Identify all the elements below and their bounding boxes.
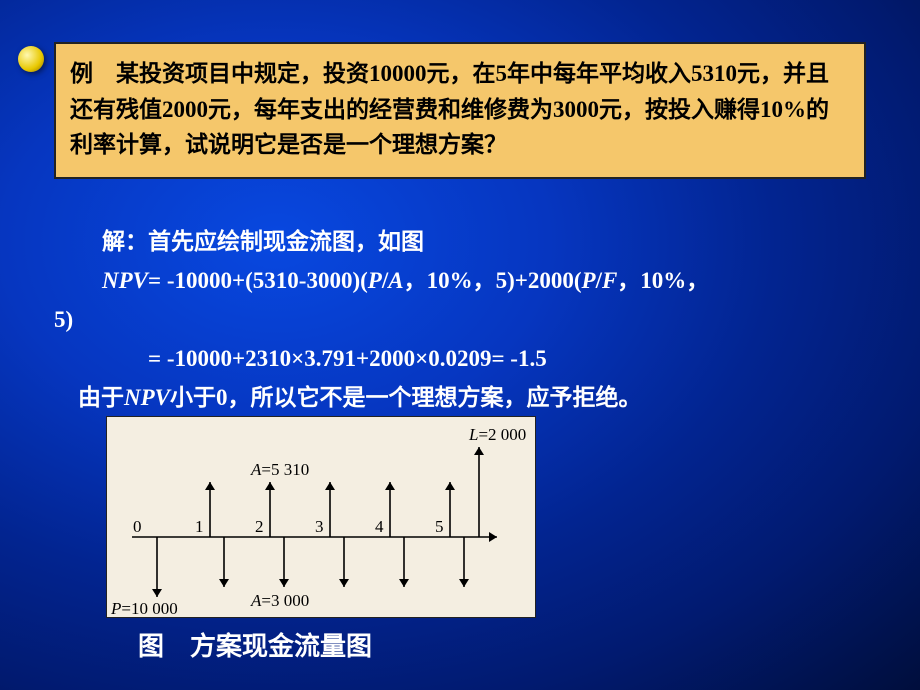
npv-symbol-2: NPV — [124, 385, 170, 410]
sol-l5c: 小于0，所以它不是一个理想方案，应予拒绝。 — [170, 385, 642, 410]
sol-A1: A — [388, 268, 403, 293]
solution-line-3: 5) — [54, 300, 884, 339]
tick-2: 2 — [255, 517, 264, 537]
label-A-out: A=3 000 — [251, 591, 309, 611]
sol-F: F — [602, 268, 617, 293]
solution-line-5: 由于NPV小于0，所以它不是一个理想方案，应予拒绝。 — [54, 378, 884, 417]
tick-3: 3 — [315, 517, 324, 537]
tick-5: 5 — [435, 517, 444, 537]
sol-l2b: = -10000+(5310-3000)( — [148, 268, 368, 293]
solution-line-4: = -10000+2310×3.791+2000×0.0209= -1.5 — [54, 339, 884, 378]
slide-bullet — [18, 46, 44, 72]
solution-block: 解：首先应绘制现金流图，如图 NPV= -10000+(5310-3000)(P… — [54, 222, 884, 417]
sol-l5a: 由于 — [78, 385, 124, 410]
tick-1: 1 — [195, 517, 204, 537]
solution-line-2: NPV= -10000+(5310-3000)(P/A，10%，5)+2000(… — [54, 261, 884, 300]
caption-text: 图 方案现金流量图 — [138, 632, 372, 661]
problem-statement-box: 例 某投资项目中规定，投资10000元，在5年中每年平均收入5310元，并且还有… — [54, 42, 866, 179]
sol-l1-text: 解：首先应绘制现金流图，如图 — [102, 229, 424, 254]
npv-symbol: NPV — [102, 268, 148, 293]
sol-l3: 5) — [54, 307, 73, 332]
problem-text: 例 某投资项目中规定，投资10000元，在5年中每年平均收入5310元，并且还有… — [70, 61, 829, 157]
tick-4: 4 — [375, 517, 384, 537]
solution-line-1: 解：首先应绘制现金流图，如图 — [54, 222, 884, 261]
sol-P1: P — [368, 268, 382, 293]
sol-P2: P — [582, 268, 596, 293]
sol-l2f: ，10%，5)+2000( — [404, 268, 582, 293]
label-A-in: A=5 310 — [251, 460, 309, 480]
sol-l4: = -10000+2310×3.791+2000×0.0209= -1.5 — [148, 346, 547, 371]
label-P: P=10 000 — [111, 599, 178, 619]
cashflow-diagram: 0 1 2 3 4 5 A=5 310 L=2 000 A=3 000 P=10 000 — [106, 416, 536, 618]
label-L: L=2 000 — [469, 425, 526, 445]
tick-0: 0 — [133, 517, 142, 537]
sol-l2j: ，10%， — [617, 268, 709, 293]
cashflow-diagram-wrap: 0 1 2 3 4 5 A=5 310 L=2 000 A=3 000 P=10 000 — [106, 416, 536, 618]
diagram-caption: 图 方案现金流量图 — [138, 626, 372, 663]
